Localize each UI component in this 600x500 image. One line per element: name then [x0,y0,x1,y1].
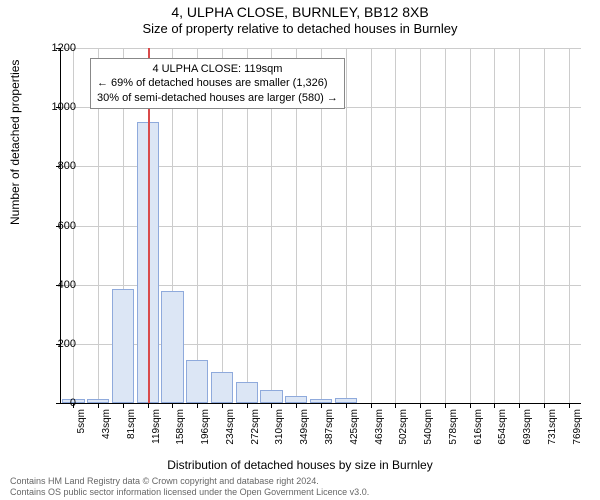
chart-title: 4, ULPHA CLOSE, BURNLEY, BB12 8XB [0,0,600,20]
x-tick-label: 693sqm [522,409,533,445]
x-tick-label: 349sqm [299,409,310,445]
x-tick [519,403,520,408]
gridline-vertical [346,48,347,403]
annotation-box: 4 ULPHA CLOSE: 119sqm← 69% of detached h… [90,58,345,109]
annotation-line-1: 4 ULPHA CLOSE: 119sqm [97,62,338,76]
histogram-bar [236,382,258,403]
x-tick-label: 234sqm [225,409,236,445]
y-tick-label: 800 [36,160,76,172]
x-tick [123,403,124,408]
x-tick [470,403,471,408]
chart-subtitle: Size of property relative to detached ho… [0,20,600,36]
x-axis-label: Distribution of detached houses by size … [0,458,600,472]
x-tick [494,403,495,408]
gridline-vertical [395,48,396,403]
x-tick [395,403,396,408]
attribution-line-2: Contains OS public sector information li… [10,487,369,498]
histogram-bar [161,291,183,403]
attribution-line-1: Contains HM Land Registry data © Crown c… [10,476,369,487]
x-tick-label: 502sqm [398,409,409,445]
y-tick-label: 200 [36,338,76,350]
y-tick-label: 1000 [36,101,76,113]
attribution-text: Contains HM Land Registry data © Crown c… [10,476,369,498]
x-tick [371,403,372,408]
y-axis-label: Number of detached properties [8,60,22,225]
x-tick [569,403,570,408]
gridline-vertical [371,48,372,403]
x-tick-label: 5sqm [76,409,87,433]
gridline-vertical [445,48,446,403]
chart-container: 4, ULPHA CLOSE, BURNLEY, BB12 8XB Size o… [0,0,600,500]
x-tick [296,403,297,408]
x-tick-label: 425sqm [349,409,360,445]
x-tick-label: 463sqm [374,409,385,445]
x-tick [148,403,149,408]
gridline-vertical [544,48,545,403]
x-tick [247,403,248,408]
x-tick-label: 387sqm [324,409,335,445]
x-tick-label: 310sqm [274,409,285,445]
gridline-vertical [494,48,495,403]
x-tick-label: 769sqm [572,409,583,445]
x-tick [172,403,173,408]
histogram-bar [285,396,307,403]
histogram-bar [211,372,233,403]
x-tick-label: 196sqm [200,409,211,445]
x-tick [544,403,545,408]
gridline-vertical [519,48,520,403]
gridline-vertical [569,48,570,403]
x-tick [445,403,446,408]
histogram-bar [87,399,109,403]
gridline-vertical [470,48,471,403]
x-tick [98,403,99,408]
histogram-bar [335,398,357,403]
annotation-line-3: 30% of semi-detached houses are larger (… [97,91,338,105]
x-tick-label: 81sqm [126,409,137,439]
x-tick-label: 43sqm [101,409,112,439]
histogram-bar [260,390,282,403]
x-tick [346,403,347,408]
gridline-vertical [420,48,421,403]
histogram-bar [310,399,332,403]
histogram-bar [186,360,208,403]
x-tick [321,403,322,408]
x-tick-label: 578sqm [448,409,459,445]
x-tick-label: 731sqm [547,409,558,445]
x-tick-label: 616sqm [473,409,484,445]
y-tick-label: 600 [36,220,76,232]
x-tick-label: 119sqm [151,409,162,444]
x-tick-label: 540sqm [423,409,434,445]
annotation-line-2: ← 69% of detached houses are smaller (1,… [97,76,338,90]
y-tick-label: 400 [36,279,76,291]
y-tick-label: 1200 [36,42,76,54]
histogram-bar [112,289,134,403]
y-tick-label: 0 [36,397,76,409]
x-tick-label: 654sqm [497,409,508,445]
x-tick-label: 272sqm [250,409,261,445]
x-tick [197,403,198,408]
x-tick-label: 158sqm [175,409,186,445]
x-tick [271,403,272,408]
x-tick [420,403,421,408]
x-tick [222,403,223,408]
